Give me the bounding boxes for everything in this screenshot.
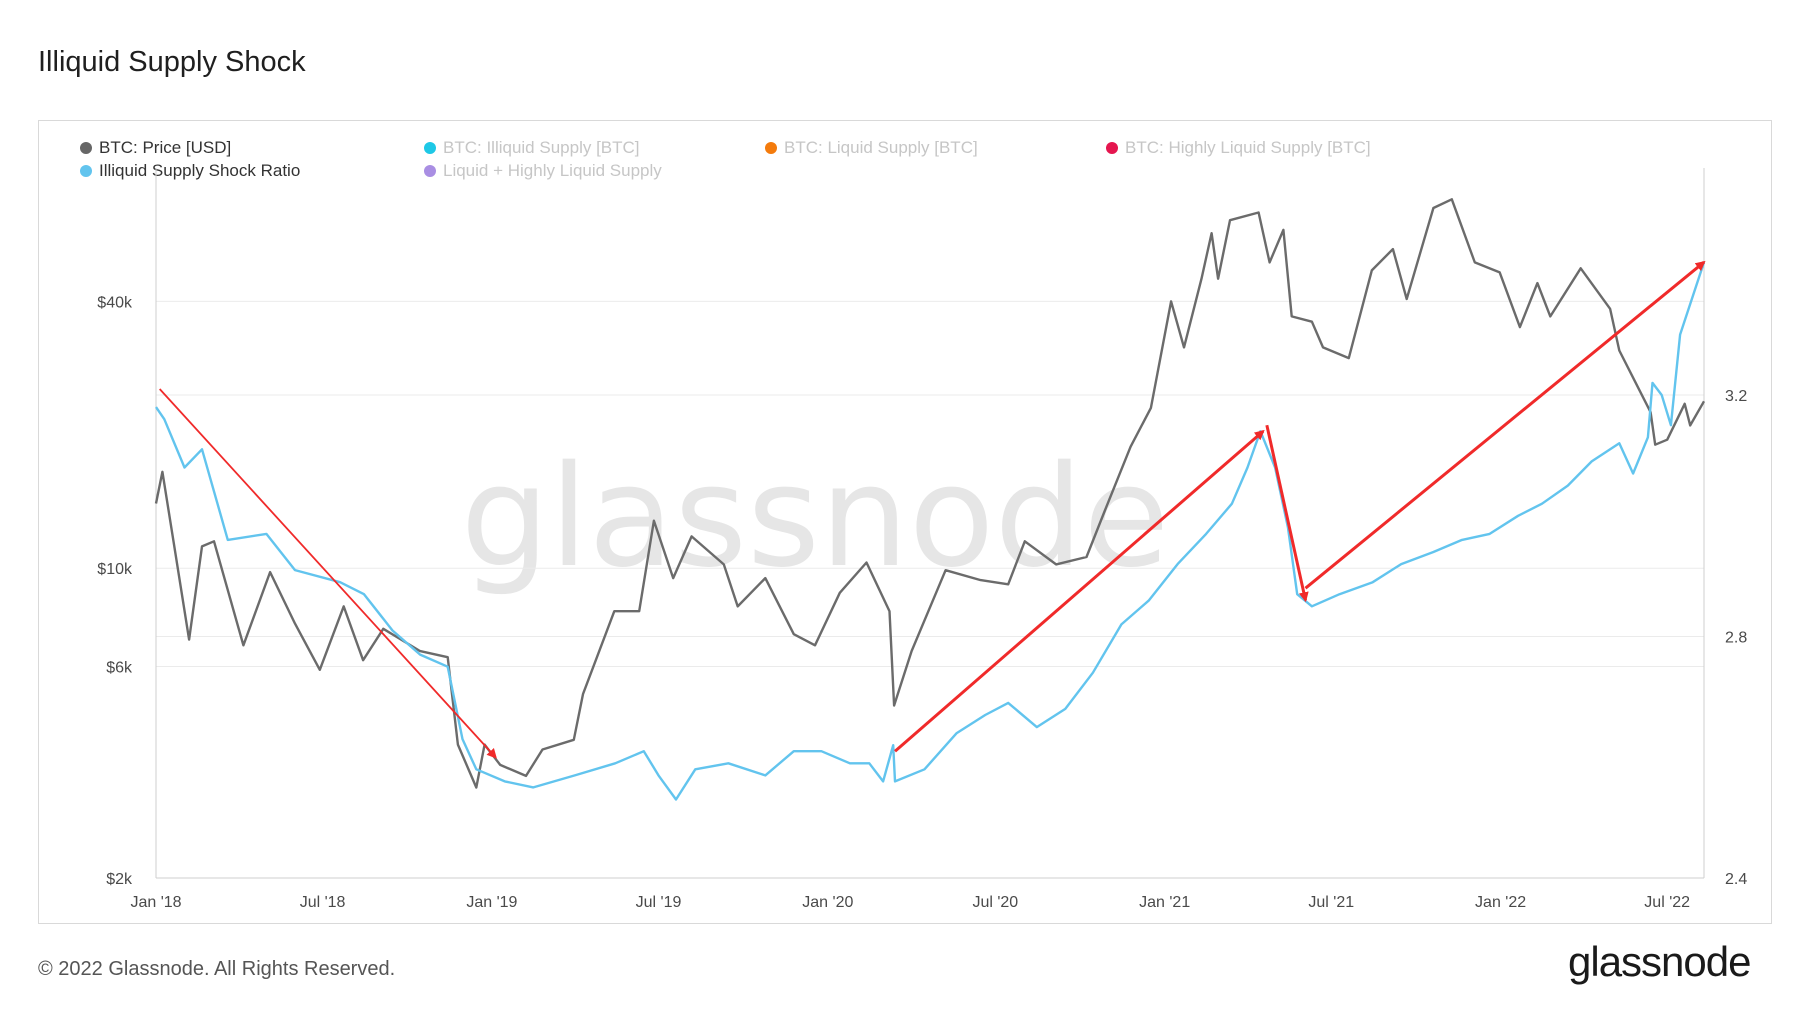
x-tick-label: Jan '20 [802,894,853,911]
chart-panel [38,120,1772,924]
y-left-tick-label: $6k [106,660,133,677]
copyright-footer: © 2022 Glassnode. All Rights Reserved. [38,958,396,980]
y-left-tick-label: $2k [106,871,133,888]
price-series-line [154,198,1706,789]
annotation-arrow [1304,260,1706,590]
shock-ratio-series-line [155,261,1706,801]
legend-item-price[interactable]: BTC: Price [USD] [80,138,231,158]
annotation-arrow [1265,424,1309,603]
y-left-tick-label: $10k [97,561,133,578]
legend-label: BTC: Highly Liquid Supply [BTC] [1125,138,1371,157]
annotation-arrow [894,429,1265,753]
x-tick-label: Jan '21 [1139,894,1190,911]
y-right-tick-label: 2.4 [1725,871,1747,888]
legend-item-illiquid-supply[interactable]: BTC: Illiquid Supply [BTC] [424,138,640,158]
legend-item-liquid-supply[interactable]: BTC: Liquid Supply [BTC] [765,138,978,158]
legend-dot [424,142,436,154]
legend-label: Illiquid Supply Shock Ratio [99,161,301,180]
legend-dot [80,142,92,154]
x-tick-label: Jul '20 [972,894,1018,911]
legend-label: Liquid + Highly Liquid Supply [443,161,662,180]
x-tick-label: Jul '19 [636,894,682,911]
x-tick-label: Jan '19 [466,894,517,911]
glassnode-logo: glassnode [1568,938,1751,985]
watermark-text: glassnode [461,436,1170,599]
legend-label: BTC: Price [USD] [99,138,232,157]
annotation-arrow [159,388,497,759]
legend-dot [1106,142,1118,154]
legend: BTC: Price [USD] BTC: Illiquid Supply [B… [80,138,1400,186]
x-tick-label: Jan '18 [130,894,181,911]
x-tick-label: Jan '22 [1475,894,1526,911]
x-tick-label: Jul '22 [1644,894,1690,911]
legend-dot [424,165,436,177]
y-left-tick-label: $40k [97,294,133,311]
y-right-tick-label: 3.2 [1725,388,1747,405]
x-tick-label: Jul '21 [1308,894,1354,911]
legend-item-shock-ratio[interactable]: Illiquid Supply Shock Ratio [80,161,300,181]
legend-dot [765,142,777,154]
legend-label: BTC: Liquid Supply [BTC] [784,138,978,157]
legend-dot [80,165,92,177]
legend-label: BTC: Illiquid Supply [BTC] [443,138,640,157]
x-tick-label: Jul '18 [300,894,346,911]
legend-item-highly-liquid-supply[interactable]: BTC: Highly Liquid Supply [BTC] [1106,138,1371,158]
y-right-tick-label: 2.8 [1725,630,1747,647]
chart-title: Illiquid Supply Shock [38,46,306,78]
legend-item-liquid-plus-highly-liquid[interactable]: Liquid + Highly Liquid Supply [424,161,662,181]
